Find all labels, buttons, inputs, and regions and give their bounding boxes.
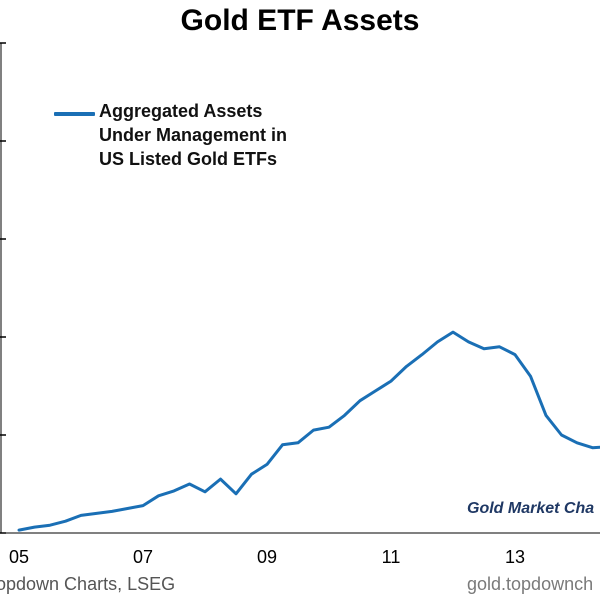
x-tick-label: 05 — [9, 547, 29, 567]
x-tick-label: 07 — [133, 547, 153, 567]
source-url: gold.topdownch — [467, 574, 594, 594]
series-line-gold-etf-assets — [17, 330, 600, 532]
legend-label-line: Under Management in — [99, 125, 288, 145]
legend-swatch — [54, 112, 95, 116]
chart-title: Gold ETF Assets — [180, 4, 420, 37]
watermark: Gold Market Cha — [467, 500, 595, 517]
legend-label: Aggregated Assets Under Management in US L… — [99, 99, 287, 171]
x-tick-label: 09 — [257, 547, 277, 567]
x-tick-label: 11 — [382, 547, 401, 567]
legend-label-line: Aggregated Assets — [99, 101, 263, 121]
legend-label-line: US Listed Gold ETFs — [99, 149, 278, 169]
source-credit: opdown Charts, LSEG — [0, 574, 176, 594]
x-tick-label: 13 — [505, 547, 525, 567]
